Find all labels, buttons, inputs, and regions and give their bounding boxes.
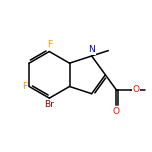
Text: F: F — [47, 40, 52, 49]
Text: N: N — [88, 45, 95, 54]
Text: Br: Br — [44, 100, 54, 109]
Text: O: O — [113, 107, 120, 116]
Text: F: F — [22, 82, 27, 91]
Text: O: O — [133, 85, 140, 94]
